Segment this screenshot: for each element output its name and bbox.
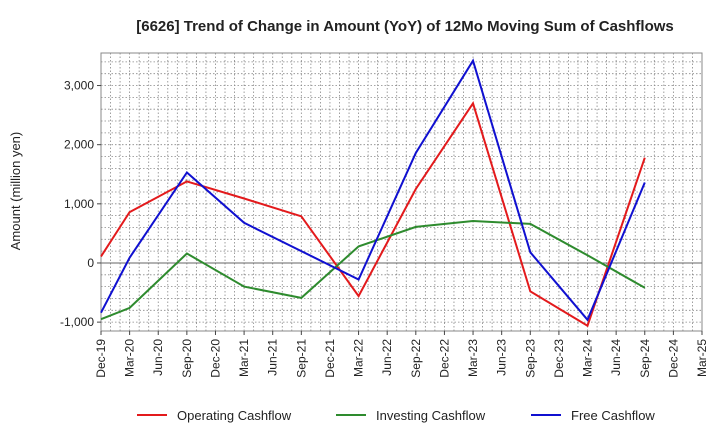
legend-label: Operating Cashflow: [177, 408, 292, 423]
x-tick-label: Dec-21: [323, 339, 337, 378]
x-tick-label: Mar-24: [581, 339, 595, 377]
plot-area: -1,000 0 1,000 2,000 3,000 Dec-19 Mar-20 Jun-20…: [60, 52, 709, 378]
y-tick-label: 1,000: [64, 197, 94, 211]
x-tick-label: Jun-20: [151, 339, 165, 376]
x-tick-label: Sep-24: [638, 339, 652, 378]
x-tick-label: Jun-24: [609, 339, 623, 376]
x-tick-label: Dec-22: [437, 339, 451, 378]
legend-label: Investing Cashflow: [376, 408, 486, 423]
legend: Operating Cashflow Investing Cashflow Free…: [137, 408, 655, 423]
series-line-operating-cashflow: [100, 100, 646, 328]
y-tick-label: 0: [87, 256, 94, 270]
x-tick-label: Sep-22: [409, 339, 423, 378]
y-tick-label: 3,000: [64, 79, 94, 93]
x-tick-label: Jun-23: [495, 339, 509, 376]
x-tick-label: Dec-24: [666, 339, 680, 378]
series-line-investing-cashflow: [100, 219, 646, 321]
x-tick-label: Jun-21: [266, 339, 280, 376]
x-tick-label: Mar-23: [466, 339, 480, 377]
x-tick-label: Mar-25: [695, 339, 709, 377]
y-tick-label: -1,000: [60, 315, 94, 329]
y-tick-label: 2,000: [64, 138, 94, 152]
series-line-free-cashflow: [100, 58, 646, 322]
legend-label: Free Cashflow: [571, 408, 655, 423]
chart-title: [6626] Trend of Change in Amount (YoY) o…: [136, 18, 674, 35]
y-axis-label: Amount (million yen): [8, 132, 23, 251]
x-tick-label: Mar-21: [237, 339, 251, 377]
x-tick-label: Dec-23: [552, 339, 566, 378]
x-tick-label: Dec-19: [94, 339, 108, 378]
x-tick-label: Sep-20: [180, 339, 194, 378]
x-tick-label: Sep-21: [294, 339, 308, 378]
x-tick-label: Sep-23: [523, 339, 537, 378]
x-tick-label: Jun-22: [380, 339, 394, 376]
x-tick-label: Dec-20: [208, 339, 222, 378]
x-tick-label: Mar-22: [352, 339, 366, 377]
plot-frame: [100, 52, 703, 332]
x-tick-label: Mar-20: [123, 339, 137, 377]
